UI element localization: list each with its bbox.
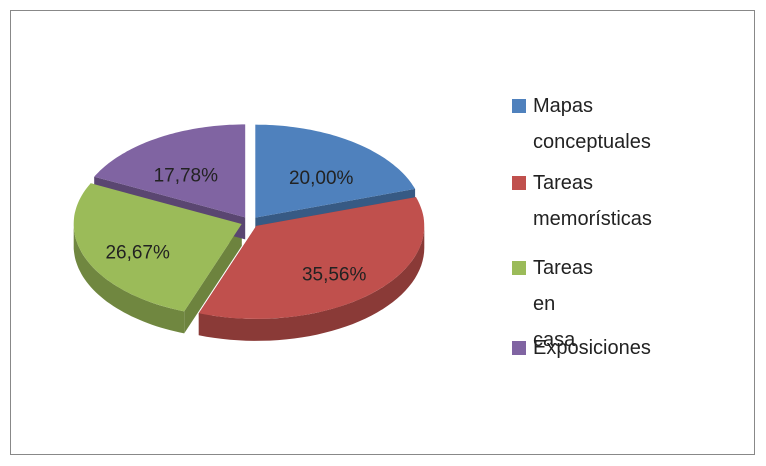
legend-entry: Mapas conceptuales <box>512 88 651 160</box>
legend-swatch <box>512 341 526 355</box>
legend-swatch <box>512 99 526 113</box>
legend-label: Tareas en casa <box>533 257 594 351</box>
legend-label: Mapas conceptuales <box>533 95 651 153</box>
data-label: 17,78% <box>154 166 219 187</box>
chart-frame <box>10 10 755 455</box>
pie-slice <box>73 183 242 312</box>
pie-slice <box>255 124 416 218</box>
legend-entry: Exposiciones <box>512 330 651 366</box>
data-label: 35,56% <box>302 264 367 285</box>
pie-slice <box>198 197 425 319</box>
legend-entry: Tareas memorísticas <box>512 165 708 237</box>
legend-label: Exposiciones <box>533 337 651 359</box>
legend-swatch <box>512 176 526 190</box>
data-label: 20,00% <box>289 168 354 189</box>
data-label: 26,67% <box>105 243 170 264</box>
slice-side <box>73 224 185 334</box>
legend-label: Tareas memorísticas <box>533 172 652 230</box>
slice-side <box>198 225 425 341</box>
legend-swatch <box>512 261 526 275</box>
slice-wall <box>184 224 242 334</box>
pie-slice <box>94 124 246 218</box>
legend-entry: Tareas en casa <box>512 250 593 358</box>
